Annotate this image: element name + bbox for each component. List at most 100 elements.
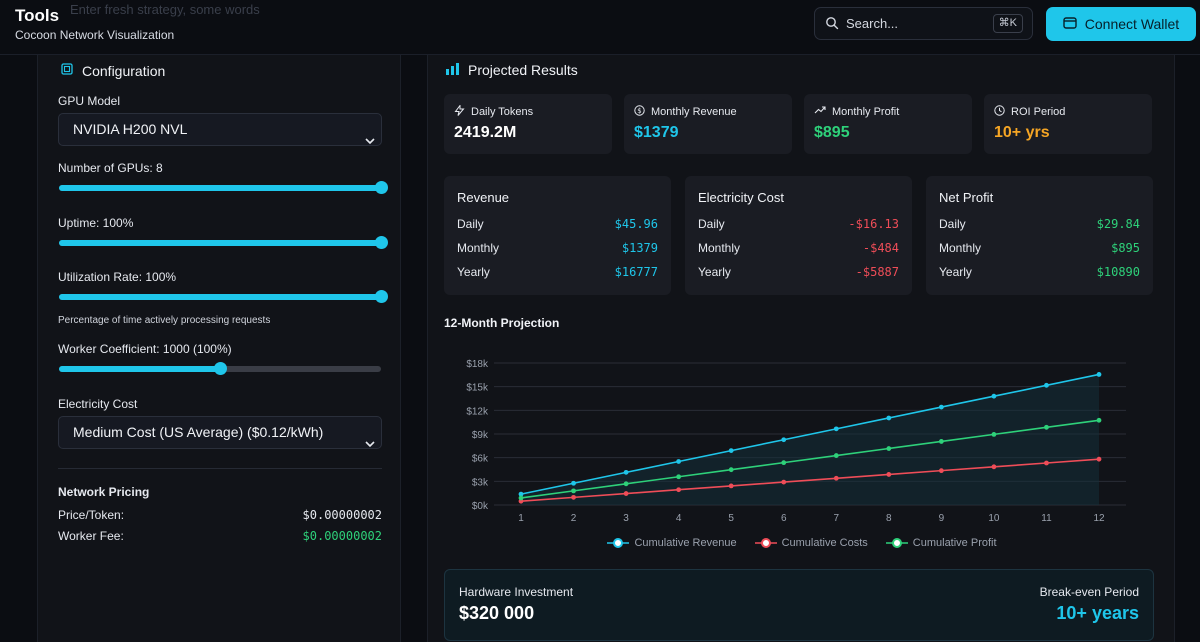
slider-thumb[interactable] [375,181,388,194]
card-row: Daily $29.84 [939,217,1140,231]
num-gpus-slider[interactable] [59,181,388,194]
data-point [991,393,997,399]
electricity-cost-select[interactable]: Medium Cost (US Average) ($0.12/kWh) [58,416,382,449]
data-point [833,475,839,481]
data-point [676,459,682,464]
x-tick-label: 9 [939,513,945,524]
data-point [886,446,892,451]
card-row: Monthly $1379 [457,241,658,255]
y-tick-label: $12k [466,406,489,417]
trend-up-icon [814,105,826,118]
row-label: Monthly [939,241,982,255]
breakeven-label: Break-even Period [1039,585,1139,599]
legend-label: Cumulative Revenue [634,537,737,549]
card-row: Monthly -$484 [698,241,899,255]
price-token-label: Price/Token: [58,508,125,522]
card-title: Electricity Cost [698,190,784,205]
stat-value: 2419.2M [454,124,517,141]
data-point [728,467,734,473]
x-tick-label: 10 [988,513,1000,524]
data-point [1044,382,1049,388]
data-point [938,439,944,444]
data-point [938,468,944,474]
dollar-circle-icon: $ [634,105,645,119]
search-box[interactable]: Search... ⌘K [814,7,1033,40]
search-icon [825,16,839,35]
electricity-cost-label: Electricity Cost [58,397,138,411]
data-point [1096,372,1102,377]
utilization-slider[interactable] [59,290,388,303]
stat-value: $1379 [634,124,679,141]
gpu-model-select[interactable]: NVIDIA H200 NVL [58,113,382,146]
legend-item[interactable]: Cumulative Profit [885,537,997,549]
revenue-card: Revenue Daily $45.96 Monthly $1379 Yearly $… [444,176,671,295]
row-label: Daily [457,217,484,231]
row-value: -$16.13 [848,217,899,231]
worker-fee-row: Worker Fee: $0.00000002 [58,529,382,543]
hardware-value: $320 000 [459,603,535,623]
slider-thumb[interactable] [375,290,388,303]
data-point [938,404,944,410]
x-tick-label: 4 [676,513,682,524]
x-tick-label: 11 [1041,513,1052,524]
row-value: $45.96 [614,217,658,231]
gpu-model-value: NVIDIA H200 NVL [73,121,188,137]
y-tick-label: $18k [466,359,489,370]
connect-wallet-button[interactable]: Connect Wallet [1046,7,1196,41]
stat-roi-period: ROI Period 10+ yrs [984,94,1152,154]
worker-fee-value: $0.00000002 [302,529,382,543]
data-point [833,426,839,432]
clock-icon [994,105,1005,119]
results-panel: Projected Results Daily Tokens 2419.2M $… [427,55,1175,642]
card-row: Daily $45.96 [457,217,658,231]
page-title: Tools [15,6,60,25]
x-tick-label: 1 [518,513,524,524]
series-line [520,419,1100,499]
card-row: Monthly $895 [939,241,1140,255]
configuration-header: Configuration [60,62,165,79]
stat-label: Daily Tokens [471,106,534,118]
x-tick-label: 8 [886,513,892,524]
card-title: Net Profit [939,190,994,205]
divider [58,468,382,469]
net-profit-card: Net Profit Daily $29.84 Monthly $895 Yearl… [926,176,1153,295]
hardware-investment-box: Hardware Investment $320 000 Break-even … [444,569,1154,641]
data-point [1096,456,1102,462]
results-title: Projected Results [468,62,578,78]
row-label: Monthly [698,241,741,255]
top-header: Enter fresh strategy, some words Tools C… [0,0,1200,55]
header-ghost-text: Enter fresh strategy, some words [70,2,260,17]
x-tick-label: 5 [728,513,734,524]
data-point [833,453,839,458]
row-label: Monthly [457,241,500,255]
worker-coefficient-slider[interactable] [59,362,381,375]
price-token-row: Price/Token: $0.00000002 [58,508,382,522]
x-tick-label: 2 [571,513,577,524]
row-label: Yearly [698,265,731,279]
price-token-value: $0.00000002 [302,508,382,522]
row-value: $10890 [1096,265,1140,279]
row-value: $895 [1111,241,1140,255]
results-header: Projected Results [445,62,578,78]
bolt-icon [454,104,465,119]
uptime-slider[interactable] [59,236,388,249]
card-row: Yearly -$5887 [698,265,899,279]
chart-legend: Cumulative Revenue Cumulative Costs Cumula… [428,537,1176,549]
y-tick-label: $3k [472,477,489,488]
legend-item[interactable]: Cumulative Revenue [607,537,737,549]
wallet-icon [1063,16,1077,32]
slider-thumb[interactable] [214,362,227,375]
num-gpus-label: Number of GPUs: 8 [58,161,163,175]
slider-thumb[interactable] [375,236,388,249]
y-tick-label: $15k [466,383,489,394]
card-row: Yearly $10890 [939,265,1140,279]
legend-item[interactable]: Cumulative Costs [754,537,868,549]
data-point [886,415,892,421]
row-label: Yearly [939,265,972,279]
card-title: Revenue [457,190,510,205]
stat-monthly-profit: Monthly Profit $895 [804,94,972,154]
legend-label: Cumulative Costs [781,537,868,549]
electricity-cost-card: Electricity Cost Daily -$16.13 Monthly -$4… [685,176,912,295]
row-value: $29.84 [1096,217,1140,231]
